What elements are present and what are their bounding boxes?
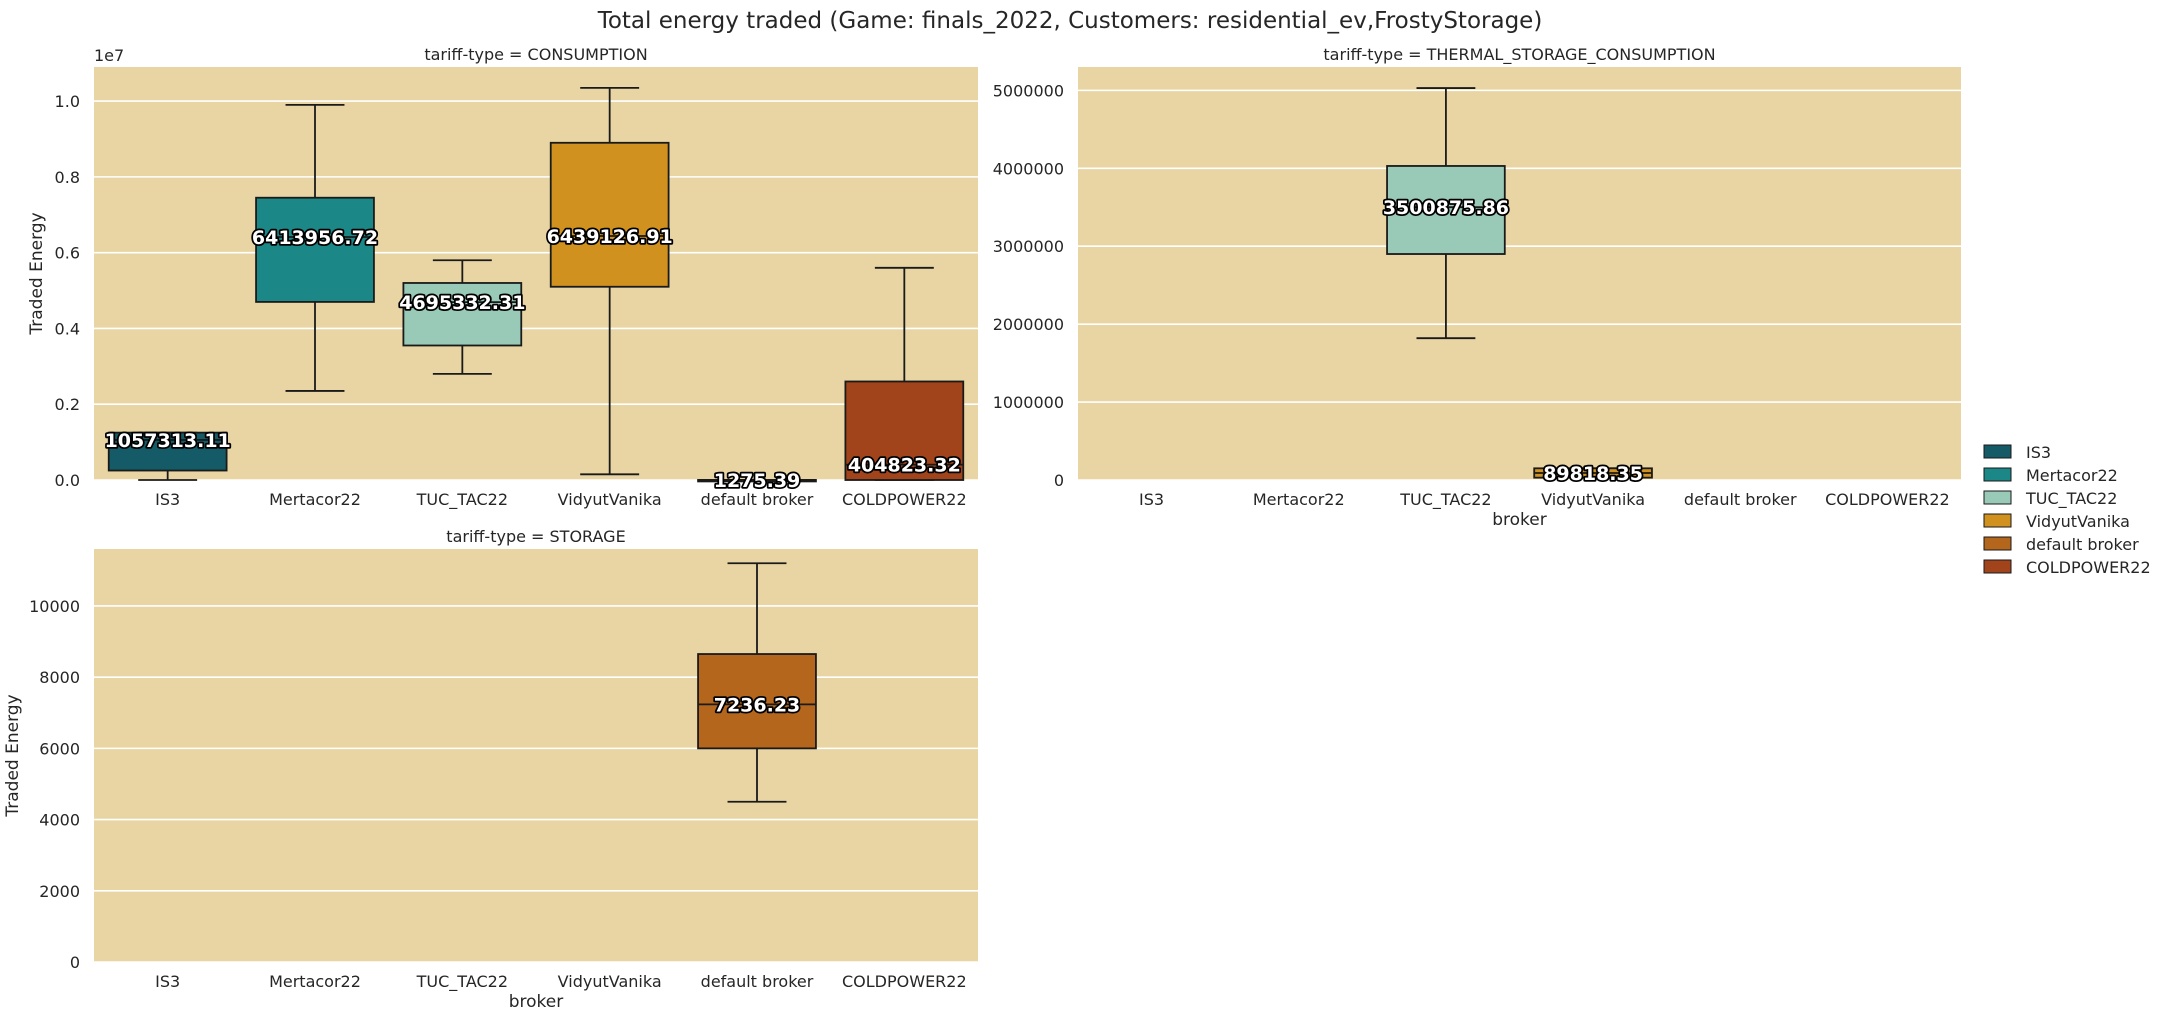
box-body	[549, 141, 670, 288]
y-tick-label: 1.0	[55, 92, 80, 111]
median-label: 404823.32	[848, 455, 961, 477]
legend-label: TUC_TAC22	[2025, 489, 2117, 509]
legend-label: VidyutVanika	[2026, 512, 2130, 531]
box-body	[402, 282, 523, 347]
x-tick-label: VidyutVanika	[558, 972, 662, 991]
legend-swatch	[1983, 467, 2012, 482]
y-tick-label: 0	[1054, 471, 1064, 490]
legend-swatch	[1983, 490, 2012, 505]
median-label: 3500875.86	[1383, 197, 1509, 219]
x-axis-label: broker	[1492, 510, 1547, 530]
y-tick-label: 0.8	[55, 168, 80, 187]
y-tick-label: 5000000	[993, 81, 1064, 100]
x-tick-label: IS3	[1139, 490, 1164, 509]
x-tick-label: default broker	[1684, 490, 1797, 509]
median-label: 7236.23	[714, 694, 801, 716]
legend-swatch	[1983, 536, 2012, 551]
y-tick-label: 2000000	[993, 315, 1064, 334]
box-vidyutvanika: 6439126.91	[545, 86, 675, 476]
y-tick-label: 1000000	[993, 393, 1064, 412]
x-tick-label: default broker	[701, 490, 814, 509]
chart-panels: 0.0 0.2 0.4 0.6 0.8 1.0 1e7 IS3 Mertacor22 TUC_TA…	[3, 45, 1961, 1012]
x-tick-label: IS3	[155, 972, 180, 991]
y-tick-label: 4000000	[993, 159, 1064, 178]
legend-label: Mertacor22	[2026, 466, 2118, 485]
x-tick-label: Mertacor22	[1253, 490, 1345, 509]
chart-panel-2: 0 2000 4000 6000 8000 10000 IS3 Mertacor22 TUC_T…	[3, 527, 978, 1012]
box-coldpower22: 404823.32	[844, 266, 965, 481]
x-tick-label: COLDPOWER22	[842, 972, 967, 991]
panel-title: tariff-type = THERMAL_STORAGE_CONSUMPTIO…	[1323, 45, 1715, 65]
panel-title: tariff-type = CONSUMPTION	[424, 45, 647, 64]
box-vidyutvanika: 89818.35	[1533, 461, 1653, 487]
box-body	[1386, 165, 1506, 255]
median-label: 4695332.31	[399, 292, 525, 314]
x-tick-label: COLDPOWER22	[1825, 490, 1950, 509]
panel-title: tariff-type = STORAGE	[446, 527, 625, 546]
plot-area	[1078, 67, 1961, 480]
box-default-broker: 1275.39	[697, 468, 817, 494]
box-tuc_tac22: 3500875.86	[1381, 87, 1511, 340]
box-body	[844, 380, 965, 481]
y-axis-label: Traded Energy	[27, 212, 47, 335]
box-tuc_tac22: 4695332.31	[397, 259, 527, 375]
y-tick-label: 10000	[29, 597, 80, 616]
legend-swatch	[1983, 559, 2012, 574]
median-label: 6439126.91	[547, 226, 673, 248]
y-tick-label: 8000	[39, 668, 80, 687]
y-tick-label: 0.6	[55, 244, 80, 263]
median-label: 1275.39	[714, 470, 801, 492]
legend-label: default broker	[2026, 535, 2139, 554]
box-body	[107, 431, 228, 472]
box-is3: 1057313.11	[103, 428, 233, 481]
x-tick-label: default broker	[701, 972, 814, 991]
x-tick-label: Mertacor22	[269, 972, 361, 991]
legend-swatch	[1983, 444, 2012, 459]
x-tick-label: VidyutVanika	[558, 490, 662, 509]
y-tick-label: 2000	[39, 882, 80, 901]
y-offset-label: 1e7	[94, 46, 124, 65]
y-tick-label: 0.0	[55, 471, 80, 490]
chart-title: Total energy traded (Game: finals_2022, …	[597, 8, 1543, 34]
x-tick-label: IS3	[155, 490, 180, 509]
legend-label: COLDPOWER22	[2026, 558, 2151, 577]
y-tick-label: 3000000	[993, 237, 1064, 256]
x-tick-label: Mertacor22	[269, 490, 361, 509]
x-axis-label: broker	[509, 992, 564, 1012]
x-tick-label: TUC_TAC22	[416, 972, 508, 992]
x-tick-label: TUC_TAC22	[1399, 490, 1491, 510]
median-label: 6413956.72	[252, 227, 378, 249]
x-tick-label: VidyutVanika	[1541, 490, 1645, 509]
chart-panel-1: 0 1000000 2000000 3000000 4000000 5000000 IS3 M…	[993, 45, 1961, 530]
legend-label: IS3	[2026, 443, 2051, 462]
x-tick-label: TUC_TAC22	[416, 490, 508, 510]
y-tick-label: 0	[70, 953, 80, 972]
y-axis-label: Traded Energy	[3, 694, 23, 817]
box-body	[255, 196, 375, 303]
y-tick-label: 6000	[39, 739, 80, 758]
x-tick-label: COLDPOWER22	[842, 490, 967, 509]
median-label: 1057313.11	[105, 430, 231, 452]
chart-legend: IS3 Mertacor22 TUC_TAC22 VidyutVanika defaul…	[1983, 443, 2151, 577]
plot-area	[94, 67, 978, 480]
box-body	[697, 653, 817, 750]
box-mertacor22: 6413956.72	[250, 103, 380, 392]
y-tick-label: 4000	[39, 811, 80, 830]
median-label: 89818.35	[1543, 463, 1643, 485]
y-tick-label: 0.4	[55, 319, 80, 338]
box-default-broker: 7236.23	[697, 562, 817, 803]
legend-swatch	[1983, 513, 2012, 528]
plot-area	[94, 549, 978, 962]
y-tick-label: 0.2	[55, 395, 80, 414]
chart-panel-0: 0.0 0.2 0.4 0.6 0.8 1.0 1e7 IS3 Mertacor22 TUC_TA…	[27, 45, 978, 510]
